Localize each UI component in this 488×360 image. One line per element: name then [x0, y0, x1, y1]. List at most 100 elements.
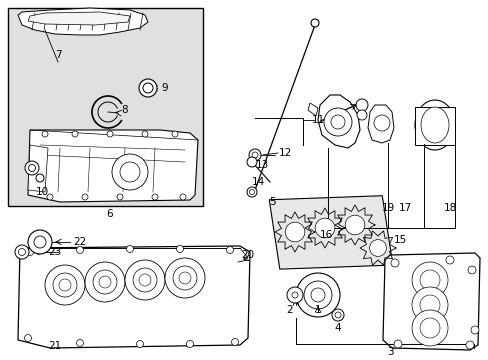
Circle shape [26, 248, 34, 256]
Circle shape [107, 131, 113, 137]
Circle shape [246, 157, 257, 167]
Polygon shape [28, 130, 198, 202]
Circle shape [419, 318, 439, 338]
Circle shape [126, 246, 133, 252]
Circle shape [76, 247, 83, 253]
Ellipse shape [414, 100, 454, 150]
Text: 4: 4 [334, 323, 341, 333]
Circle shape [334, 312, 340, 318]
Circle shape [172, 131, 178, 137]
Circle shape [25, 161, 39, 175]
Circle shape [152, 194, 158, 200]
Circle shape [373, 115, 389, 131]
Circle shape [176, 246, 183, 252]
Circle shape [139, 274, 151, 286]
Circle shape [310, 288, 325, 302]
Text: 20: 20 [241, 250, 254, 260]
Polygon shape [367, 105, 393, 143]
Circle shape [47, 194, 53, 200]
Polygon shape [28, 145, 48, 192]
Circle shape [59, 279, 71, 291]
Circle shape [120, 162, 140, 182]
Circle shape [139, 79, 157, 97]
Circle shape [324, 108, 351, 136]
Circle shape [24, 334, 31, 342]
Text: 22: 22 [73, 237, 86, 247]
Circle shape [465, 341, 473, 349]
Circle shape [369, 240, 386, 256]
Circle shape [34, 236, 46, 248]
Text: 11: 11 [311, 115, 324, 125]
Text: 9: 9 [162, 83, 168, 93]
Text: 6: 6 [106, 209, 113, 219]
Text: 21: 21 [48, 341, 61, 351]
Circle shape [286, 287, 303, 303]
Text: 2: 2 [286, 305, 293, 315]
Circle shape [42, 131, 48, 137]
Text: 18: 18 [443, 203, 456, 213]
Circle shape [186, 341, 193, 347]
Circle shape [112, 154, 148, 190]
Text: 10: 10 [35, 187, 48, 197]
Bar [8, 8, 203, 206]
Circle shape [72, 131, 78, 137]
Circle shape [142, 131, 148, 137]
Polygon shape [269, 196, 392, 269]
Circle shape [291, 292, 297, 298]
Text: 1: 1 [314, 305, 321, 315]
Circle shape [470, 326, 478, 334]
Circle shape [180, 194, 185, 200]
Text: 7: 7 [55, 50, 61, 60]
Circle shape [226, 247, 233, 253]
Circle shape [310, 19, 318, 27]
Circle shape [133, 268, 157, 292]
Circle shape [45, 265, 85, 305]
Circle shape [315, 218, 334, 238]
Text: 17: 17 [398, 203, 411, 213]
Circle shape [355, 99, 367, 111]
Circle shape [15, 245, 29, 259]
Text: 12: 12 [278, 148, 291, 158]
Text: 13: 13 [255, 160, 268, 170]
Circle shape [445, 256, 453, 264]
Text: 3: 3 [386, 347, 392, 357]
Circle shape [117, 194, 123, 200]
Circle shape [330, 115, 345, 129]
Circle shape [164, 258, 204, 298]
Circle shape [125, 260, 164, 300]
Circle shape [345, 215, 364, 235]
Circle shape [249, 189, 254, 194]
Circle shape [85, 262, 125, 302]
Circle shape [99, 276, 111, 288]
Circle shape [331, 309, 343, 321]
Circle shape [28, 230, 52, 254]
Circle shape [419, 295, 439, 315]
Text: 14: 14 [251, 177, 264, 187]
Circle shape [93, 270, 117, 294]
Polygon shape [18, 8, 148, 35]
Text: 23: 23 [48, 247, 61, 257]
Circle shape [285, 222, 304, 242]
Circle shape [231, 338, 238, 346]
Circle shape [419, 270, 439, 290]
Text: 8: 8 [122, 105, 128, 115]
Polygon shape [317, 95, 359, 148]
Circle shape [251, 152, 258, 158]
Circle shape [393, 340, 401, 348]
Circle shape [36, 174, 44, 182]
Text: 5: 5 [269, 197, 276, 207]
Text: 16: 16 [319, 230, 332, 240]
Circle shape [136, 341, 143, 347]
Circle shape [295, 273, 339, 317]
Circle shape [411, 262, 447, 298]
Circle shape [53, 273, 77, 297]
Polygon shape [28, 12, 130, 25]
Circle shape [19, 248, 25, 256]
Polygon shape [18, 246, 249, 348]
Text: 19: 19 [381, 203, 394, 213]
Circle shape [28, 165, 36, 171]
Circle shape [411, 287, 447, 323]
Circle shape [390, 259, 398, 267]
Circle shape [411, 310, 447, 346]
Polygon shape [382, 253, 479, 350]
